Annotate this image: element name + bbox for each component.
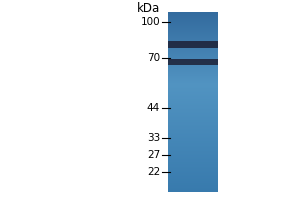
Text: kDa: kDa bbox=[137, 1, 160, 15]
Text: 100: 100 bbox=[140, 17, 160, 27]
Bar bbox=[168, 40, 218, 47]
Text: 33: 33 bbox=[147, 133, 160, 143]
Text: 70: 70 bbox=[147, 53, 160, 63]
Text: 27: 27 bbox=[147, 150, 160, 160]
Text: 44: 44 bbox=[147, 103, 160, 113]
Text: 22: 22 bbox=[147, 167, 160, 177]
Bar bbox=[168, 59, 218, 65]
